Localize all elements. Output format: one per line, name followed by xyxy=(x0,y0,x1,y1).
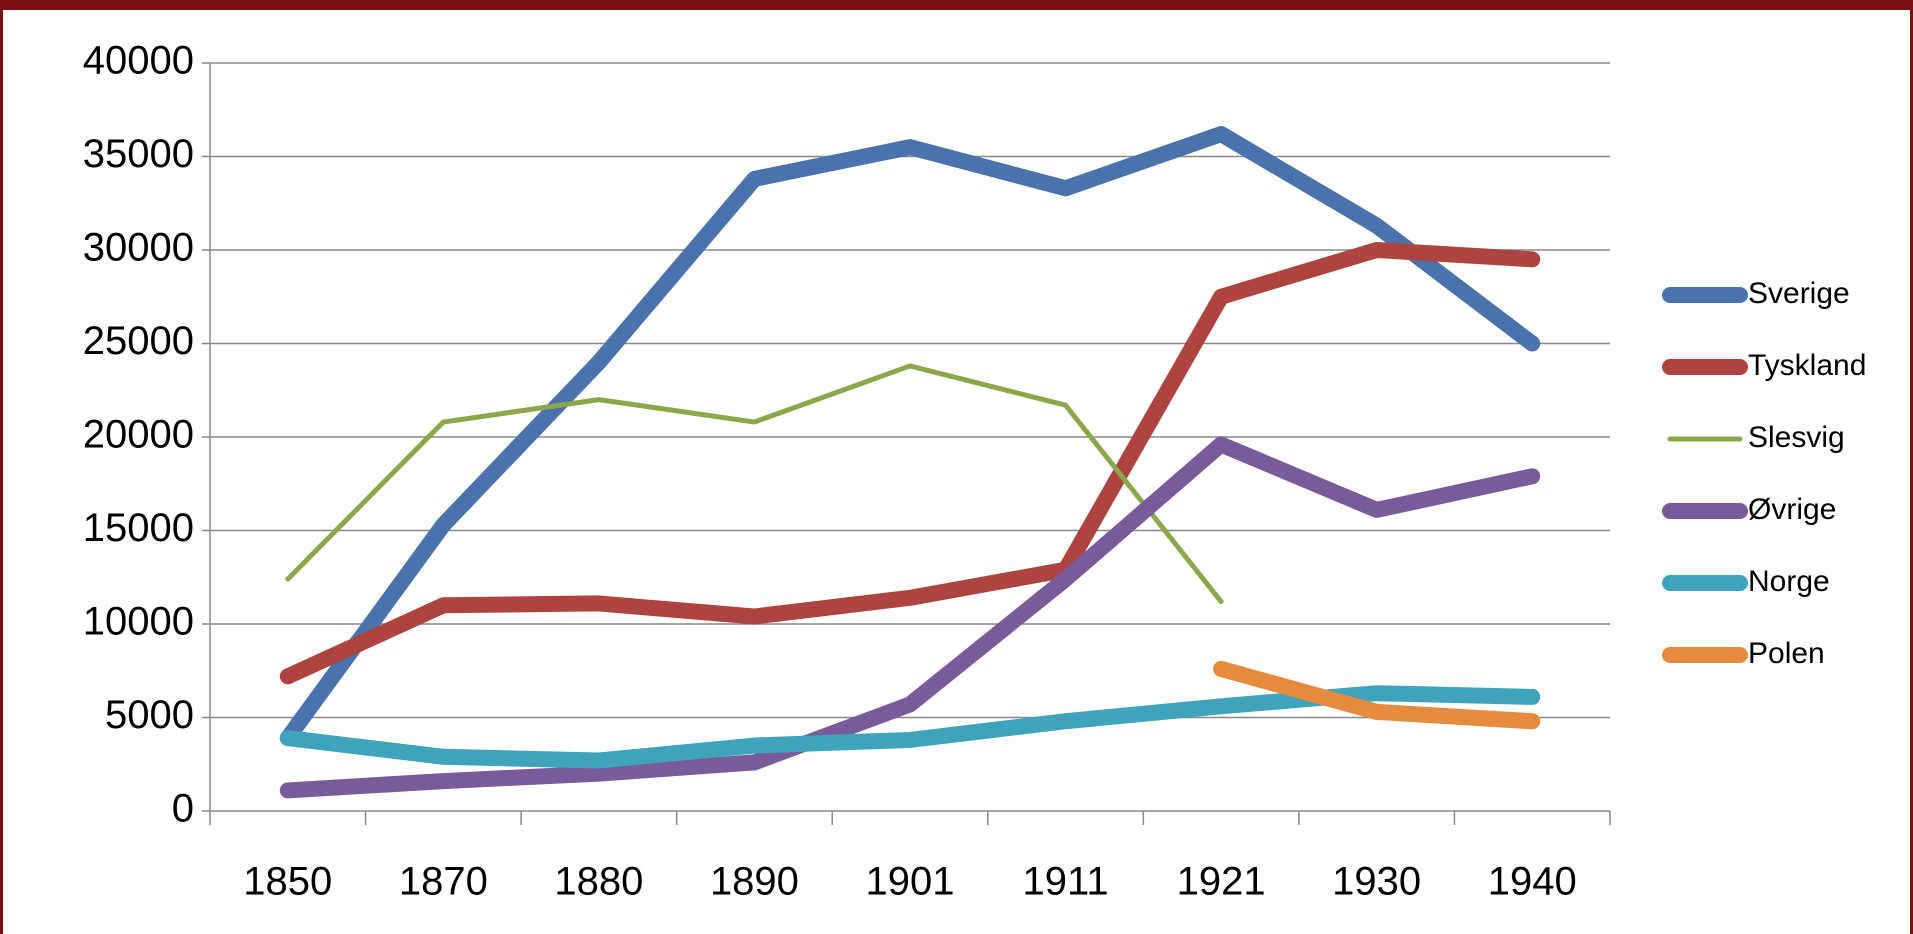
y-tick-label: 15000 xyxy=(83,506,194,550)
frame-top xyxy=(0,0,1913,10)
y-tick-label: 0 xyxy=(172,787,194,831)
x-tick-label: 1850 xyxy=(243,860,332,904)
x-tick-label: 1890 xyxy=(710,860,799,904)
x-tick-label: 1870 xyxy=(399,860,488,904)
y-tick-label: 5000 xyxy=(105,693,194,737)
x-tick-label: 1930 xyxy=(1332,860,1421,904)
y-tick-label: 10000 xyxy=(83,600,194,644)
y-tick-label: 30000 xyxy=(83,226,194,270)
x-tick-label: 1901 xyxy=(866,860,955,904)
y-tick-label: 35000 xyxy=(83,132,194,176)
series-line xyxy=(279,126,1541,747)
x-tick-label: 1921 xyxy=(1177,860,1266,904)
series-line xyxy=(279,436,1541,799)
legend-label: Norge xyxy=(1748,565,1830,598)
x-tick-label: 1940 xyxy=(1488,860,1577,904)
x-tick-label: 1880 xyxy=(554,860,643,904)
legend-label: Slesvig xyxy=(1748,421,1845,454)
y-tick-label: 25000 xyxy=(83,319,194,363)
x-tick-label: 1911 xyxy=(1023,860,1109,904)
legend-label: Øvrige xyxy=(1748,493,1836,526)
legend-label: Polen xyxy=(1748,637,1825,670)
legend-label: Sverige xyxy=(1748,277,1850,310)
frame-right xyxy=(1910,0,1913,934)
series-line xyxy=(279,242,1541,685)
y-tick-label: 40000 xyxy=(83,39,194,83)
frame-left xyxy=(0,0,3,934)
series-line xyxy=(285,363,1224,605)
series-line xyxy=(1213,660,1541,730)
y-tick-label: 20000 xyxy=(83,413,194,457)
legend-label: Tyskland xyxy=(1748,349,1866,382)
